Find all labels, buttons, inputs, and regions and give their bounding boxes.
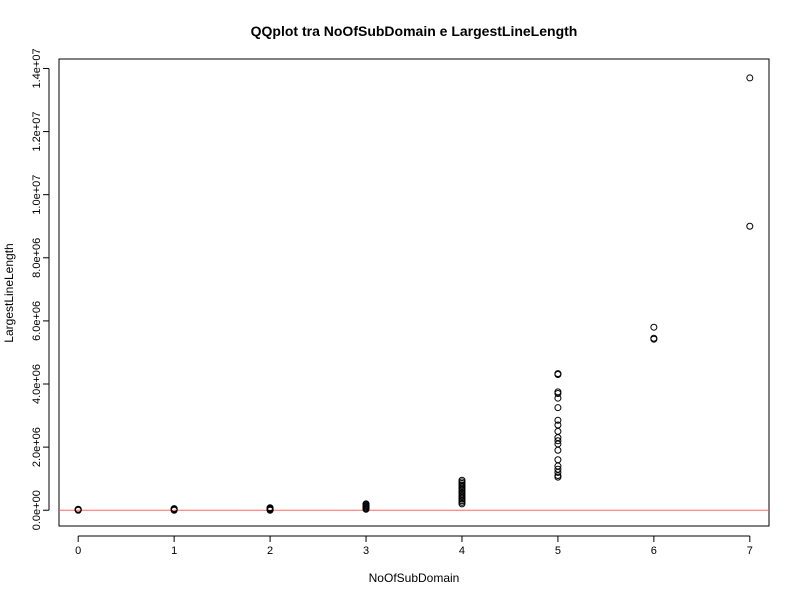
y-tick-label: 6.0e+06 (31, 301, 43, 341)
data-point (554, 427, 562, 435)
plot-frame (58, 58, 770, 527)
data-point (554, 465, 562, 473)
data-point (554, 404, 562, 412)
y-tick-label: 4.0e+06 (31, 364, 43, 404)
y-tick-label: 1.4e+07 (31, 48, 43, 88)
data-point (458, 476, 466, 484)
x-axis: 0 1 2 3 4 5 6 7 (75, 535, 753, 557)
y-tick-label: 1.0e+07 (31, 175, 43, 215)
y-axis-label: LargestLineLength (2, 243, 16, 342)
data-point (554, 370, 562, 378)
data-point (74, 505, 82, 513)
y-tick-label: 0.0e+00 (31, 490, 43, 530)
x-tick-label: 7 (747, 545, 753, 557)
data-point (746, 74, 754, 82)
data-point (170, 505, 178, 513)
data-point (650, 334, 658, 342)
data-points (74, 74, 754, 514)
y-axis: 0.0e+00 2.0e+06 4.0e+06 6.0e+06 8.0e+06 1.0e+… (31, 48, 50, 530)
y-tick-label: 8.0e+06 (31, 238, 43, 278)
data-point (554, 421, 562, 429)
y-tick-label: 2.0e+06 (31, 427, 43, 467)
x-axis-label: NoOfSubDomain (369, 571, 460, 585)
x-tick-label: 2 (267, 545, 273, 557)
data-point (554, 446, 562, 454)
data-point (554, 437, 562, 445)
data-point (554, 416, 562, 424)
x-tick-label: 6 (651, 545, 657, 557)
x-tick-label: 1 (171, 545, 177, 557)
data-point (362, 500, 370, 508)
data-point (650, 323, 658, 331)
x-tick-label: 3 (363, 545, 369, 557)
data-point (266, 504, 274, 512)
y-tick-label: 1.2e+07 (31, 112, 43, 152)
data-point (746, 222, 754, 230)
chart-title: QQplot tra NoOfSubDomain e LargestLineLe… (251, 23, 578, 39)
x-tick-label: 5 (555, 545, 561, 557)
x-tick-label: 0 (75, 545, 81, 557)
data-point (554, 388, 562, 396)
x-tick-label: 4 (459, 545, 465, 557)
data-point (554, 456, 562, 464)
